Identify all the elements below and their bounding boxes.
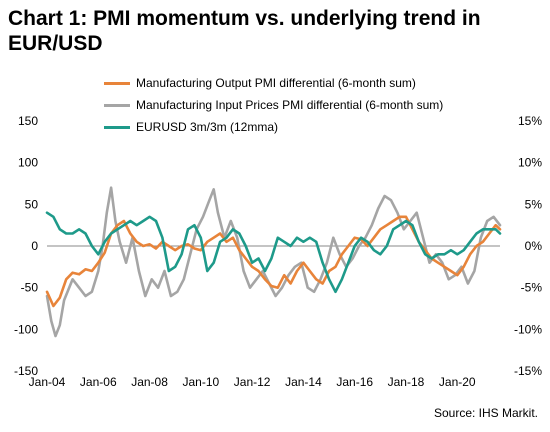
x-tick-label: Jan-20 <box>439 375 476 389</box>
legend-item-eurusd: EURUSD 3m/3m (12mma) <box>104 116 443 138</box>
y-left-tick-label: 150 <box>18 114 38 128</box>
x-tick-label: Jan-18 <box>388 375 425 389</box>
y-right-tick-label: 15% <box>518 114 542 128</box>
y-right-tick-label: 5% <box>525 197 543 211</box>
eurusd-series-line <box>45 211 502 294</box>
y-left-tick-label: 100 <box>18 156 38 170</box>
chart-title: Chart 1: PMI momentum vs. underlying tre… <box>8 7 481 55</box>
input-prices-series-line <box>45 186 502 338</box>
y-right-tick-label: -5% <box>521 281 543 295</box>
x-tick-label: Jan-04 <box>29 375 66 389</box>
legend-swatch-eurusd <box>104 125 130 129</box>
y-left-tick-label: 50 <box>25 197 39 211</box>
y-left-tick-label: -150 <box>14 364 38 378</box>
x-tick-label: Jan-08 <box>131 375 168 389</box>
y-right-tick-label: -15% <box>514 364 542 378</box>
y-left-tick-label: -50 <box>21 281 39 295</box>
y-right-tick-label: 0% <box>525 239 543 253</box>
x-tick-label: Jan-14 <box>285 375 322 389</box>
x-tick-label: Jan-06 <box>80 375 117 389</box>
output-series-line <box>45 215 502 308</box>
legend-label-eurusd: EURUSD 3m/3m (12mma) <box>136 120 279 134</box>
x-tick-label: Jan-10 <box>182 375 219 389</box>
legend-label-input: Manufacturing Input Prices PMI different… <box>136 98 444 112</box>
chart-legend: Manufacturing Output PMI differential (6… <box>104 72 443 138</box>
x-tick-label: Jan-12 <box>234 375 271 389</box>
y-right-tick-label: -10% <box>514 322 542 336</box>
y-right-tick-label: 10% <box>518 156 542 170</box>
legend-label-output: Manufacturing Output PMI differential (6… <box>136 76 416 90</box>
source-note: Source: IHS Markit. <box>433 406 538 420</box>
legend-swatch-output <box>104 81 130 85</box>
y-left-tick-label: -100 <box>14 322 38 336</box>
x-tick-label: Jan-16 <box>336 375 373 389</box>
legend-item-input: Manufacturing Input Prices PMI different… <box>104 94 443 116</box>
y-left-tick-label: 0 <box>31 239 38 253</box>
legend-item-output: Manufacturing Output PMI differential (6… <box>104 72 443 94</box>
legend-swatch-input <box>104 103 130 107</box>
